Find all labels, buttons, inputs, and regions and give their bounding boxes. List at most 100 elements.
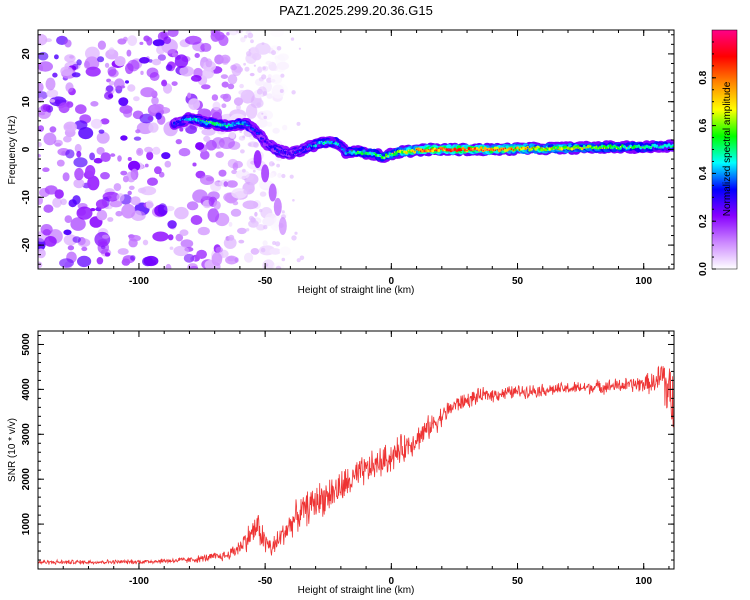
heatmap-cell [249, 72, 255, 77]
heatmap-cell [64, 54, 76, 63]
heatmap-cell [342, 148, 346, 152]
heatmap-cell [549, 147, 551, 149]
heatmap-cell [273, 197, 282, 216]
y-tick-label: 3000 [21, 423, 32, 446]
heatmap-cell [279, 246, 291, 256]
heatmap-cell [341, 148, 343, 151]
heatmap-cell [262, 91, 268, 96]
heatmap-cell [242, 200, 259, 210]
heatmap-cell [393, 152, 396, 157]
heatmap-cell [147, 116, 153, 121]
heatmap-cell [500, 147, 503, 151]
heatmap-cell [508, 148, 511, 150]
heatmap-cell [203, 135, 211, 142]
heatmap-cell [506, 149, 509, 151]
heatmap-cell [256, 224, 266, 231]
heatmap-cell [107, 66, 117, 77]
x-tick-label: 100 [635, 576, 652, 587]
heatmap-cell [516, 147, 519, 149]
heatmap-cell [296, 149, 299, 152]
heatmap-cell [456, 149, 458, 152]
heatmap-cell [232, 162, 239, 171]
heatmap-cell [470, 149, 472, 152]
heatmap-cell [496, 148, 498, 151]
heatmap-cell [284, 153, 286, 155]
heatmap-cell [248, 124, 250, 127]
heatmap-cell [278, 217, 287, 235]
heatmap-cell [375, 155, 377, 157]
heatmap-cell [154, 166, 162, 175]
heatmap-cell [90, 208, 96, 212]
heatmap-cell [239, 130, 243, 134]
snr-y-axis-title: SNR (10 * v/v) [7, 418, 18, 482]
heatmap-cell [121, 203, 136, 219]
heatmap-cell [358, 150, 362, 155]
heatmap-cell [205, 120, 208, 122]
heatmap-cell [224, 124, 226, 127]
heatmap-cell [275, 148, 279, 153]
heatmap-cell [214, 122, 216, 124]
heatmap-cell [231, 188, 248, 199]
heatmap-cell [87, 175, 100, 191]
heatmap-cell [267, 143, 271, 147]
heatmap-cell [42, 167, 50, 172]
heatmap-cell [233, 97, 244, 106]
heatmap-cell [251, 127, 255, 131]
heatmap-cell [438, 147, 440, 150]
heatmap-cell [569, 147, 571, 150]
heatmap-cell [215, 246, 223, 253]
heatmap-cell [605, 146, 608, 148]
heatmap-cell [571, 146, 573, 149]
heatmap-cell [199, 120, 202, 124]
heatmap-cell [617, 146, 620, 148]
heatmap-cell [64, 215, 73, 224]
heatmap-cell [116, 193, 125, 202]
heatmap-cell [75, 104, 87, 115]
heatmap-cell [469, 147, 473, 151]
heatmap-cell [104, 91, 114, 100]
heatmap-cell [148, 122, 159, 133]
heatmap-cell [65, 82, 74, 93]
heatmap-cell [54, 142, 62, 147]
y-tick-label: -10 [21, 190, 32, 205]
heatmap-cell [399, 149, 402, 152]
heatmap-cell [205, 58, 213, 68]
heatmap-cell [277, 172, 282, 179]
heatmap-cell [128, 185, 135, 190]
colorbar-tick-label: 0.8 [698, 70, 709, 84]
heatmap-cell [259, 191, 267, 197]
heatmap-cell [152, 58, 161, 66]
heatmap-cell [401, 150, 404, 154]
heatmap-cell [487, 147, 491, 151]
heatmap-cell [381, 156, 383, 159]
heatmap-cell [254, 128, 256, 131]
heatmap-cell [102, 234, 110, 239]
heatmap-cell [325, 140, 327, 143]
heatmap-cell [347, 152, 349, 154]
heatmap-cell [179, 66, 194, 77]
heatmap-y-axis: -20 -10 0 10 20 [21, 34, 674, 265]
heatmap-cell [350, 151, 354, 155]
heatmap-cell [143, 35, 150, 42]
heatmap-cell [220, 124, 222, 126]
heatmap-cell [581, 147, 583, 150]
heatmap-cell [60, 66, 73, 76]
heatmap-cell [38, 248, 46, 259]
heatmap-cell [520, 146, 523, 149]
heatmap-cell [264, 263, 269, 267]
heatmap-cell [640, 146, 642, 148]
heatmap-cell [609, 144, 612, 148]
heatmap-cell [545, 147, 547, 149]
heatmap-cell [298, 47, 301, 50]
heatmap-cell [96, 147, 105, 155]
heatmap-cell [631, 147, 634, 149]
heatmap-cell [283, 150, 287, 154]
heatmap-cell [514, 147, 517, 149]
heatmap-cell [363, 153, 365, 155]
heatmap-cell [655, 144, 659, 148]
heatmap-cell [390, 153, 394, 157]
heatmap-cell [76, 150, 82, 158]
heatmap-cell [226, 124, 228, 127]
heatmap-cell [538, 147, 542, 151]
heatmap-cell [429, 149, 433, 153]
